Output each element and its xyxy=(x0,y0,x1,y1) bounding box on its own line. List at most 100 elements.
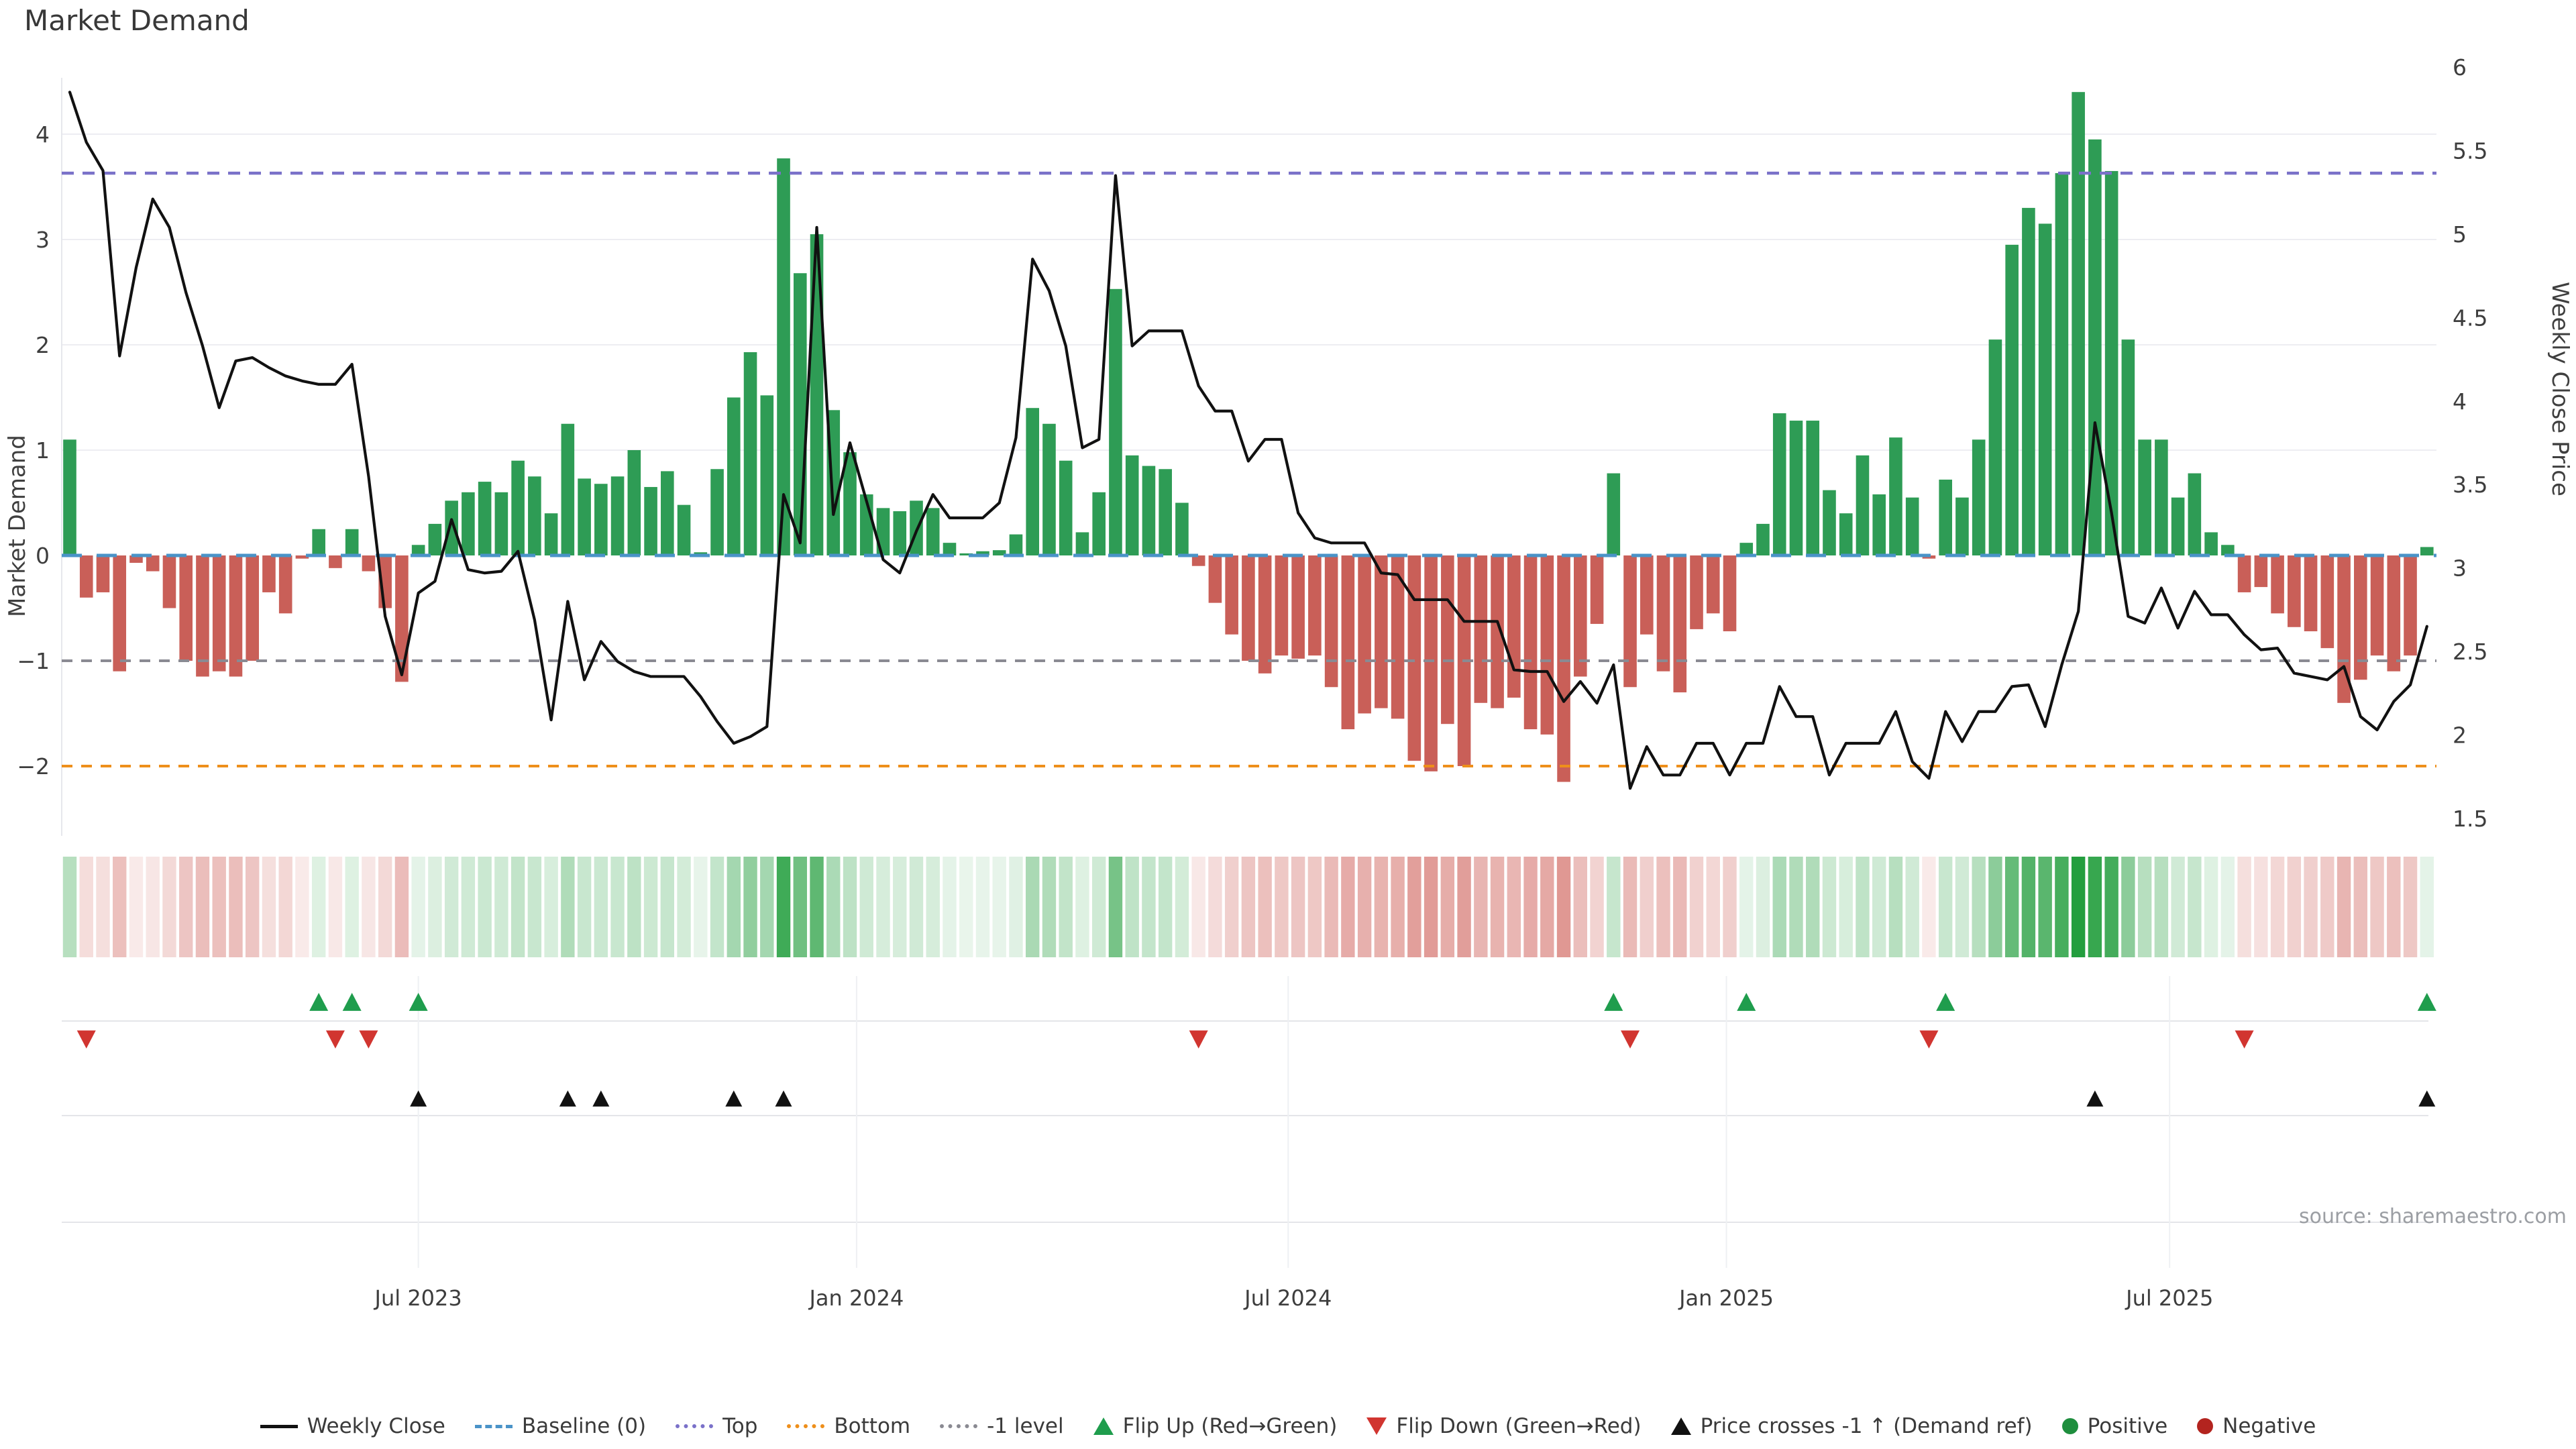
flip-up-marker xyxy=(309,993,329,1011)
demand-bar-positive xyxy=(743,352,757,555)
demand-bar-negative xyxy=(1540,555,1554,735)
heatmap-cell xyxy=(2188,857,2202,957)
demand-bar-positive xyxy=(943,543,957,555)
flip-up-marker xyxy=(1737,993,1756,1011)
heatmap-cell xyxy=(2154,857,2169,957)
heatmap-cell xyxy=(876,857,890,957)
demand-bar-negative xyxy=(96,555,110,592)
heatmap-cell xyxy=(262,857,276,957)
heatmap-cell xyxy=(113,857,127,957)
demand-bar-negative xyxy=(1258,555,1272,674)
weekly-close-line xyxy=(68,91,2428,790)
left-axis-tick: 3 xyxy=(36,227,50,253)
demand-bar-negative xyxy=(2254,555,2268,588)
heatmap-cell xyxy=(710,857,724,957)
demand-bar-negative xyxy=(1424,555,1438,771)
right-axis-tick: 3.5 xyxy=(2453,472,2487,498)
heatmap-cell xyxy=(1175,857,1189,957)
demand-bar-positive xyxy=(793,273,807,555)
demand-bar-positive xyxy=(710,469,724,555)
heatmap-cell xyxy=(1059,857,1073,957)
demand-bar-negative xyxy=(1507,555,1521,698)
heatmap-cell xyxy=(2104,857,2118,957)
demand-bar-negative xyxy=(2271,555,2284,614)
demand-bar-positive xyxy=(677,504,691,555)
flip-up-marker xyxy=(1936,993,1955,1011)
demand-bar-negative xyxy=(1673,555,1687,693)
heatmap-cell xyxy=(1922,857,1936,957)
demand-bar-negative xyxy=(1573,555,1587,677)
legend-item: Positive xyxy=(2061,1414,2168,1438)
heatmap-cell xyxy=(1723,857,1737,957)
heatmap-cell xyxy=(461,857,476,957)
market-demand-chart: 4 3 2 1 0 −1 −2 6 5.5 5 4.5 4 3.5 3 2.5 2 1.5 Jul 2023 Jan… xyxy=(17,54,2487,1311)
demand-bar-negative xyxy=(1623,555,1637,688)
demand-bar-negative xyxy=(1557,555,1570,782)
page-title: Market Demand xyxy=(24,4,250,37)
heatmap-cell xyxy=(2121,857,2135,957)
right-axis-tick: 6 xyxy=(2453,54,2467,80)
heatmap-cell xyxy=(1905,857,1919,957)
heatmap-cell xyxy=(1075,857,1089,957)
flip-up-marker xyxy=(2417,993,2436,1011)
heatmap-cell xyxy=(2071,857,2086,957)
demand-bar-positive xyxy=(2038,223,2052,555)
heatmap-cell xyxy=(428,857,442,957)
heatmap-cell xyxy=(394,857,409,957)
demand-bar-negative xyxy=(1656,555,1670,672)
heatmap-cell xyxy=(1108,857,1123,957)
legend-label: -1 level xyxy=(987,1414,1064,1438)
heatmap-cell xyxy=(1607,857,1621,957)
demand-bar-positive xyxy=(992,550,1006,555)
legend-item: Baseline (0) xyxy=(474,1414,646,1438)
legend-item: Top xyxy=(676,1414,757,1438)
demand-bar-negative xyxy=(2320,555,2334,649)
demand-bar-negative xyxy=(1690,555,1703,629)
heatmap-cell xyxy=(2237,857,2251,957)
heatmap-cell xyxy=(129,857,144,957)
legend-item: Flip Up (Red→Green) xyxy=(1093,1414,1337,1438)
demand-bar-positive xyxy=(2088,139,2102,556)
demand-bar-positive xyxy=(594,484,608,555)
demand-bar-positive xyxy=(976,551,989,555)
x-axis-tick: Jul 2024 xyxy=(1243,1285,1332,1311)
demand-bar-positive xyxy=(2138,439,2151,555)
heatmap-cell xyxy=(1241,857,1256,957)
demand-bar-positive xyxy=(528,476,541,555)
flip-down-marker xyxy=(76,1030,96,1049)
legend-label: Negative xyxy=(2222,1414,2316,1438)
demand-bar-negative xyxy=(1341,555,1355,730)
heatmap-cell xyxy=(96,857,110,957)
flip-down-marker xyxy=(325,1030,345,1049)
heatmap-cell xyxy=(195,857,210,957)
right-axis-label: Weekly Close Price xyxy=(2546,282,2573,496)
demand-bar-negative xyxy=(2288,555,2301,627)
demand-bar-positive xyxy=(1026,408,1040,555)
heatmap-cell xyxy=(2004,857,2019,957)
legend-label: Positive xyxy=(2087,1414,2168,1438)
heatmap-cell xyxy=(2320,857,2334,957)
heatmap-cell xyxy=(362,857,376,957)
demand-bar-positive xyxy=(893,511,907,555)
demand-bar-positive xyxy=(843,452,857,555)
heatmap-cell xyxy=(1440,857,1455,957)
dashed-legend-icon xyxy=(474,1424,513,1428)
heatmap-cell xyxy=(1424,857,1438,957)
heatmap-cell xyxy=(2137,857,2152,957)
heatmap-cell xyxy=(810,857,824,957)
chart-legend: Weekly Close Baseline (0) Top Bottom -1 leve… xyxy=(0,1414,2576,1438)
demand-bar-negative xyxy=(1640,555,1654,635)
demand-bar-positive xyxy=(1772,413,1786,555)
heatmap-cell xyxy=(1756,857,1770,957)
source-credit: source: sharemaestro.com xyxy=(2299,1205,2567,1228)
demand-bar-positive xyxy=(411,545,425,555)
heatmap-cell xyxy=(1590,857,1604,957)
demand-bar-positive xyxy=(544,513,558,555)
heatmap-cell xyxy=(1474,857,1488,957)
left-axis-tick: 1 xyxy=(36,437,50,464)
demand-bar-positive xyxy=(661,471,674,555)
demand-bar-positive xyxy=(1042,423,1056,555)
dot-legend-icon xyxy=(2197,1418,2214,1434)
demand-bar-positive xyxy=(627,450,641,555)
demand-bar-negative xyxy=(362,555,376,572)
